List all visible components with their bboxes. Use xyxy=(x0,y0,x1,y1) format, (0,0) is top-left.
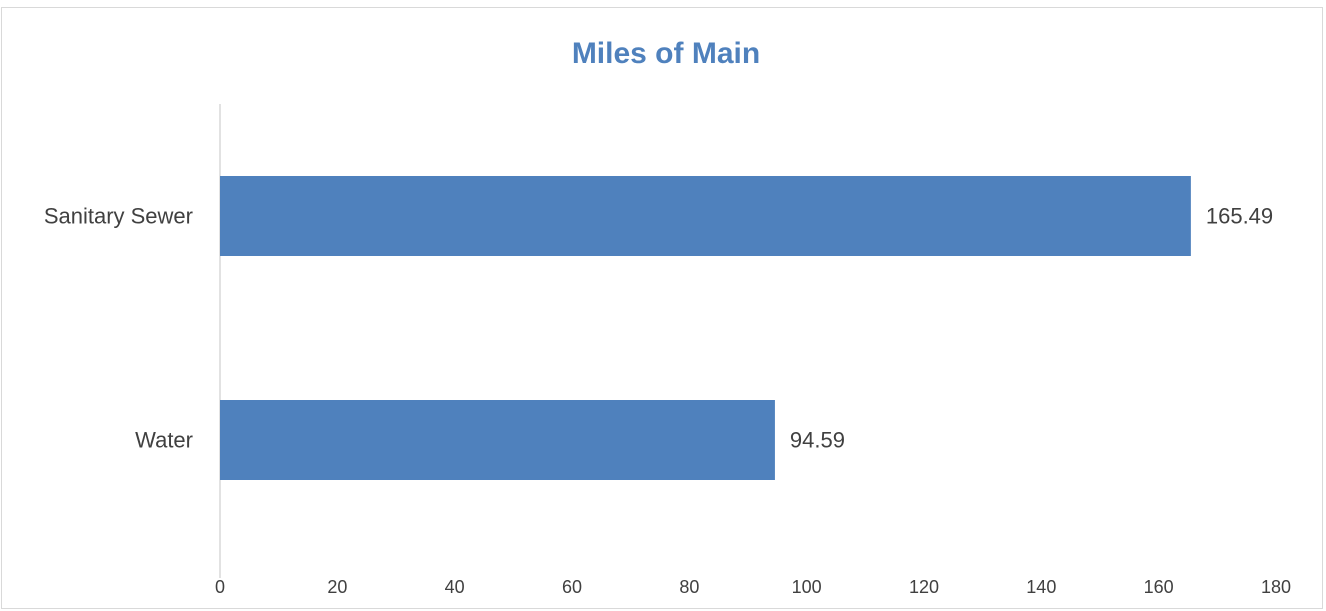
x-axis-tick-labels: 0 20 40 60 80 100 120 140 160 180 xyxy=(215,577,1291,597)
x-tick-label: 140 xyxy=(1026,577,1056,597)
x-tick-label: 120 xyxy=(909,577,939,597)
data-label: 94.59 xyxy=(790,428,845,453)
category-label: Sanitary Sewer xyxy=(44,204,193,229)
bar-water xyxy=(220,400,775,480)
chart-frame xyxy=(1,7,1323,609)
x-tick-label: 20 xyxy=(327,577,347,597)
x-tick-label: 60 xyxy=(562,577,582,597)
x-tick-label: 0 xyxy=(215,577,225,597)
x-tick-label: 180 xyxy=(1261,577,1291,597)
bar-sanitary-sewer xyxy=(220,176,1191,256)
x-tick-label: 80 xyxy=(679,577,699,597)
data-labels: 165.49 94.59 xyxy=(790,204,1273,453)
x-tick-label: 160 xyxy=(1144,577,1174,597)
category-labels: Sanitary Sewer Water xyxy=(44,204,193,453)
x-tick-label: 100 xyxy=(792,577,822,597)
chart-title: Miles of Main xyxy=(572,37,760,70)
x-tick-label: 40 xyxy=(445,577,465,597)
bars-layer xyxy=(220,176,1191,480)
category-label: Water xyxy=(135,428,193,453)
data-label: 165.49 xyxy=(1206,204,1273,229)
